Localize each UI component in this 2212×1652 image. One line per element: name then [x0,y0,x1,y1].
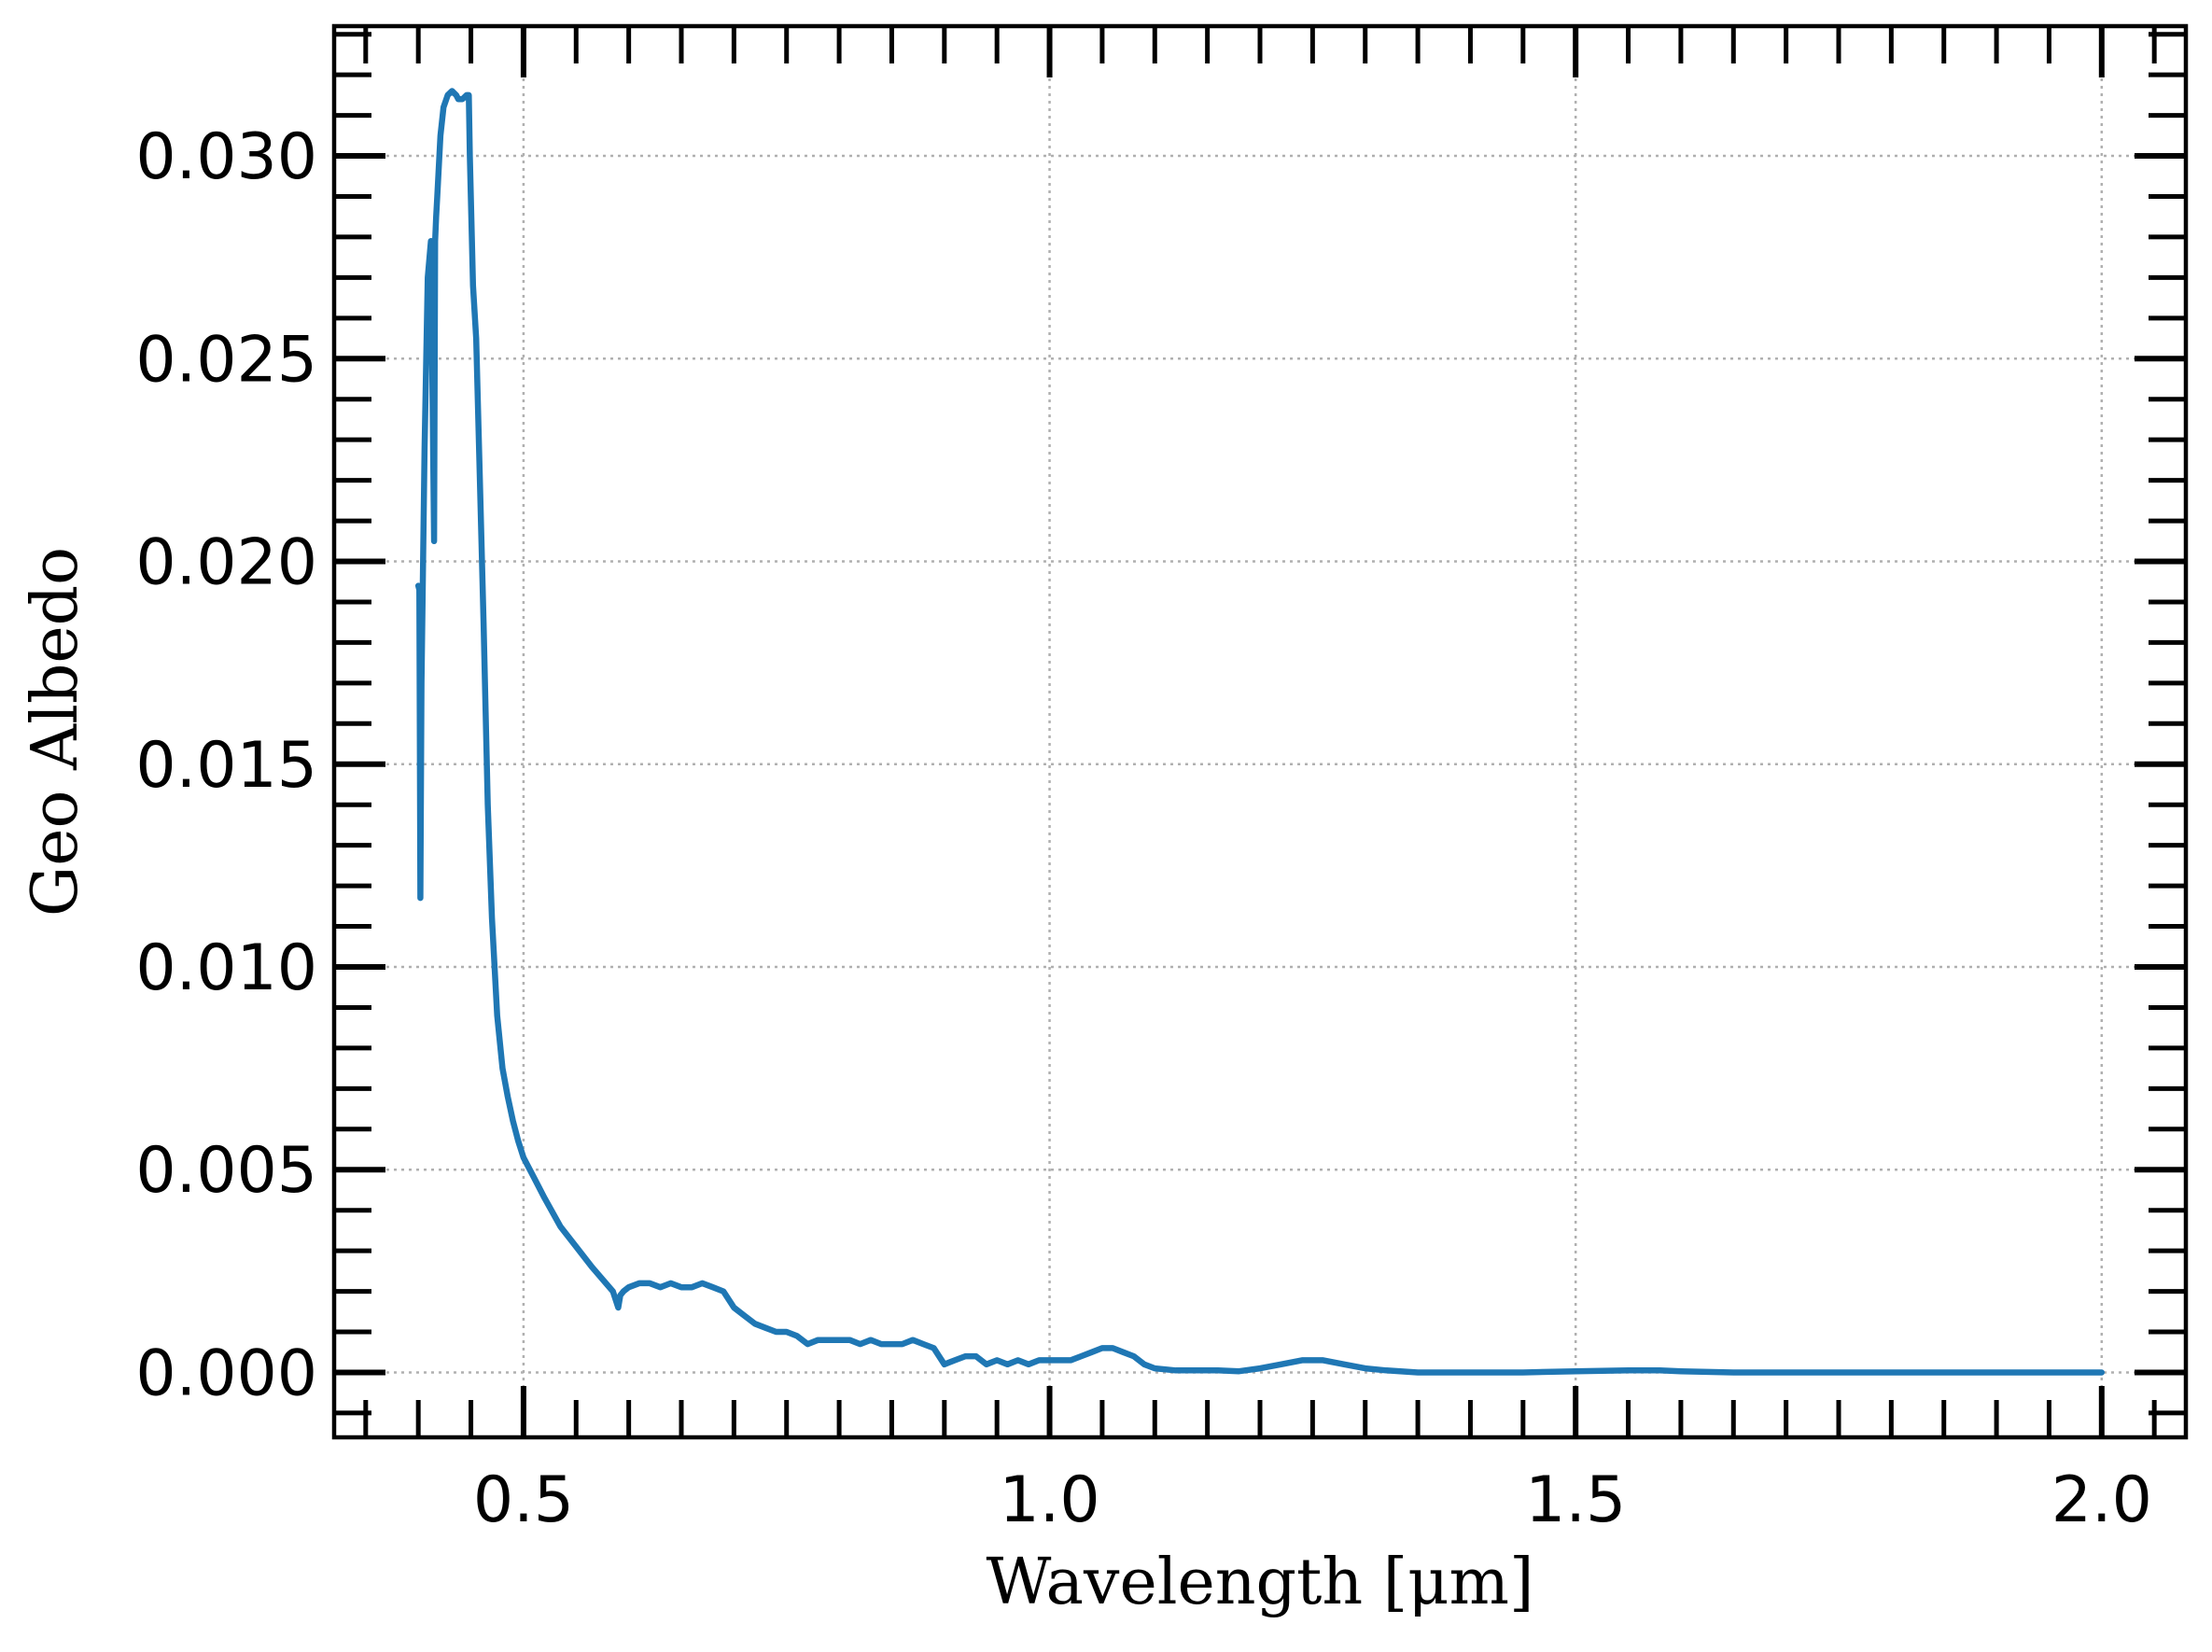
series-line-0 [414,88,2106,1376]
y-tick-label: 0.005 [135,1134,317,1208]
tick-labels: 0.5 1.0 1.5 2.0 0.000 0.005 0.010 0.015 0.020 0.0… [135,120,2152,1537]
x-tick-label: 2.0 [2051,1463,2152,1537]
x-axis-title: Wavelength [μm] [987,1546,1534,1619]
y-tick-label: 0.010 [135,931,317,1005]
y-tick-label: 0.025 [135,323,317,397]
x-tick-label: 0.5 [473,1463,574,1537]
y-tick-label: 0.000 [135,1337,317,1410]
ticks [334,26,2186,1437]
grid [334,26,2186,1437]
x-tick-label: 1.0 [999,1463,1099,1537]
y-tick-label: 0.020 [135,526,317,600]
y-tick-label: 0.030 [135,120,317,194]
x-tick-label: 1.5 [1525,1463,1626,1537]
y-tick-label: 0.015 [135,729,317,803]
plot-frame [331,23,2189,1440]
series-layer [414,88,2106,1376]
y-axis-title: Geo Albedo [19,547,92,917]
